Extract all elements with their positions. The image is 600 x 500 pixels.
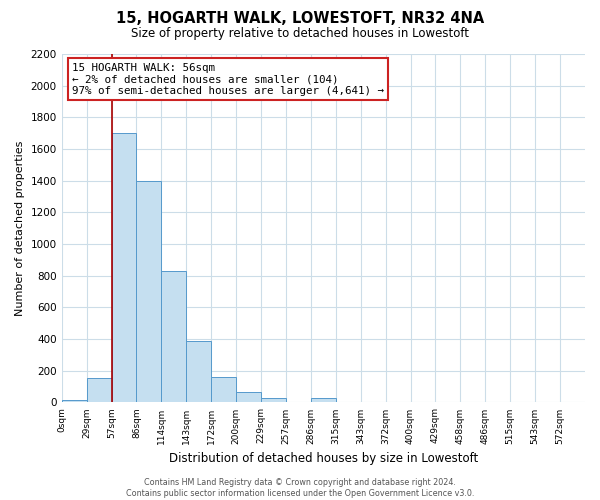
Bar: [186, 342, 211, 402]
Bar: [236, 392, 261, 402]
Bar: [261, 398, 286, 402]
Text: Contains HM Land Registry data © Crown copyright and database right 2024.
Contai: Contains HM Land Registry data © Crown c…: [126, 478, 474, 498]
Bar: [136, 182, 161, 402]
Bar: [86, 378, 112, 402]
X-axis label: Distribution of detached houses by size in Lowestoft: Distribution of detached houses by size …: [169, 452, 478, 465]
Bar: [311, 398, 336, 402]
Text: 15 HOGARTH WALK: 56sqm
← 2% of detached houses are smaller (104)
97% of semi-det: 15 HOGARTH WALK: 56sqm ← 2% of detached …: [72, 62, 384, 96]
Bar: [112, 133, 136, 402]
Text: 15, HOGARTH WALK, LOWESTOFT, NR32 4NA: 15, HOGARTH WALK, LOWESTOFT, NR32 4NA: [116, 11, 484, 26]
Text: Size of property relative to detached houses in Lowestoft: Size of property relative to detached ho…: [131, 28, 469, 40]
Bar: [62, 400, 86, 402]
Bar: [161, 271, 186, 402]
Y-axis label: Number of detached properties: Number of detached properties: [15, 140, 25, 316]
Bar: [211, 377, 236, 402]
